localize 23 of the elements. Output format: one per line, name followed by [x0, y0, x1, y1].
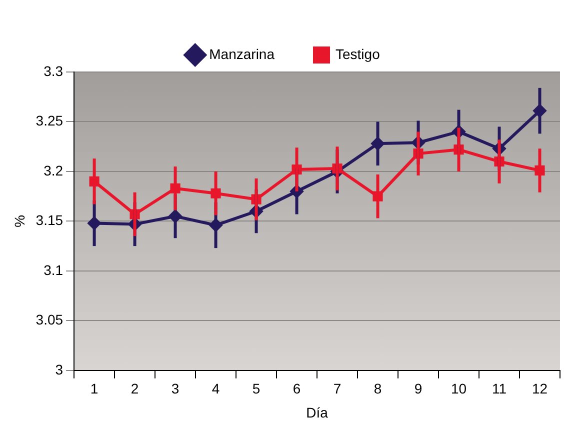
- y-tick-label: 3.25: [36, 112, 64, 129]
- y-axis-title: %: [11, 214, 28, 228]
- x-tick-label: 9: [414, 380, 422, 396]
- x-axis-title: Día: [306, 404, 328, 420]
- y-tick-label: 3.15: [36, 212, 64, 228]
- x-tick-label: 5: [252, 380, 260, 396]
- x-tick-label: 12: [532, 380, 548, 396]
- legend-label: Testigo: [336, 46, 380, 62]
- x-tick-label: 11: [492, 380, 507, 396]
- x-tick-label: 4: [212, 380, 220, 396]
- x-tick-label: 10: [450, 380, 467, 396]
- y-tick-label: 3.05: [36, 312, 64, 328]
- x-tick-label: 3: [171, 380, 180, 396]
- x-tick-label: 6: [292, 380, 301, 396]
- x-tick-label: 2: [130, 380, 139, 396]
- x-tick-label: 1: [90, 380, 98, 396]
- x-tick-label: 7: [333, 380, 342, 396]
- y-tick-label: 3: [55, 361, 64, 378]
- y-tick-label: 3.3: [44, 62, 64, 79]
- y-tick-label: 3.1: [44, 262, 64, 278]
- x-tick-label: 8: [374, 380, 382, 396]
- legend-label: Manzarina: [209, 46, 275, 62]
- y-tick-label: 3.2: [44, 162, 64, 178]
